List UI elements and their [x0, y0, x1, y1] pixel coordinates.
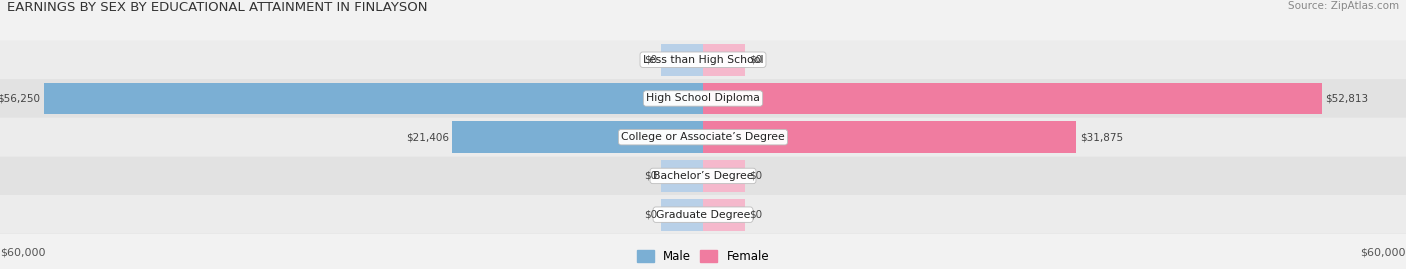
Text: $0: $0: [749, 210, 762, 220]
FancyBboxPatch shape: [0, 118, 1406, 157]
Text: $0: $0: [644, 171, 657, 181]
Text: EARNINGS BY SEX BY EDUCATIONAL ATTAINMENT IN FINLAYSON: EARNINGS BY SEX BY EDUCATIONAL ATTAINMEN…: [7, 1, 427, 14]
Text: Graduate Degree: Graduate Degree: [655, 210, 751, 220]
Text: $0: $0: [644, 55, 657, 65]
Text: $52,813: $52,813: [1326, 93, 1368, 104]
Text: $31,875: $31,875: [1080, 132, 1123, 142]
FancyBboxPatch shape: [0, 157, 1406, 195]
FancyBboxPatch shape: [0, 195, 1406, 234]
Text: Source: ZipAtlas.com: Source: ZipAtlas.com: [1288, 1, 1399, 11]
FancyBboxPatch shape: [0, 40, 1406, 79]
Text: $0: $0: [749, 55, 762, 65]
Text: $60,000: $60,000: [0, 247, 45, 257]
Bar: [44, 83, 703, 114]
Bar: [661, 44, 703, 76]
FancyBboxPatch shape: [0, 79, 1406, 118]
Bar: [453, 121, 703, 153]
Bar: [661, 160, 703, 192]
Bar: [703, 160, 745, 192]
Text: $56,250: $56,250: [0, 93, 41, 104]
Text: $0: $0: [749, 171, 762, 181]
Bar: [661, 199, 703, 231]
Text: Less than High School: Less than High School: [643, 55, 763, 65]
Bar: [703, 44, 745, 76]
Text: High School Diploma: High School Diploma: [647, 93, 759, 104]
Text: $0: $0: [644, 210, 657, 220]
Legend: Male, Female: Male, Female: [637, 250, 769, 263]
Bar: [703, 83, 1322, 114]
Text: Bachelor’s Degree: Bachelor’s Degree: [652, 171, 754, 181]
Bar: [703, 199, 745, 231]
Text: $60,000: $60,000: [1361, 247, 1406, 257]
Bar: [703, 121, 1077, 153]
Text: College or Associate’s Degree: College or Associate’s Degree: [621, 132, 785, 142]
Text: $21,406: $21,406: [406, 132, 449, 142]
